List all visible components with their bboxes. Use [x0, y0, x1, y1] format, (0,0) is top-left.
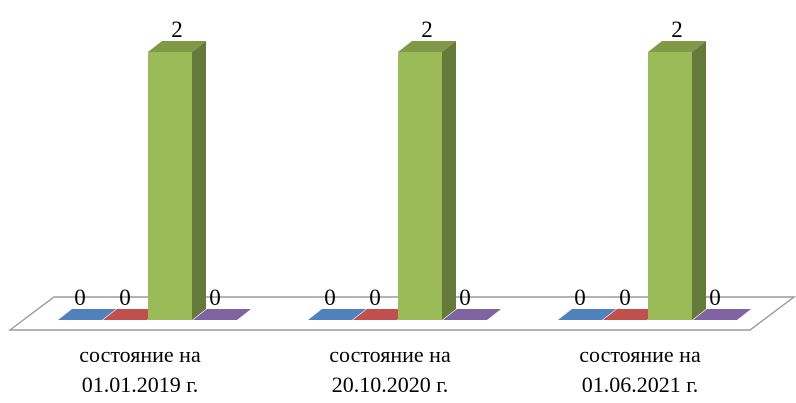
bar [308, 309, 366, 320]
bar-front [398, 52, 442, 320]
data-label: 0 [369, 285, 381, 310]
data-label: 2 [671, 17, 683, 42]
bar-front [148, 52, 192, 320]
bar-flat [558, 309, 616, 320]
bar [603, 309, 661, 320]
bar [648, 41, 706, 320]
bar [193, 309, 251, 320]
category-label-line: 01.06.2021 г. [582, 372, 699, 397]
category-labels-layer: состояние на 01.01.2019 г. состояние на 20.… [79, 342, 701, 397]
bar-flat [603, 309, 661, 320]
data-label: 0 [459, 285, 471, 310]
bar [148, 41, 206, 320]
bar-flat [193, 309, 251, 320]
data-label: 0 [119, 285, 131, 310]
category-label-line: 20.10.2020 г. [332, 372, 449, 397]
bar-side [692, 41, 706, 320]
bar [558, 309, 616, 320]
data-label: 2 [421, 17, 433, 42]
category-label-line: состояние на [329, 342, 451, 367]
bar-side [442, 41, 456, 320]
bar [353, 309, 411, 320]
data-label: 2 [171, 17, 183, 42]
bar-top [148, 41, 206, 52]
bar-top [648, 41, 706, 52]
bar [398, 41, 456, 320]
bar [443, 309, 501, 320]
data-label: 0 [574, 285, 586, 310]
bar-flat [353, 309, 411, 320]
data-label: 0 [324, 285, 336, 310]
data-labels-layer: 0 0 2 0 0 0 2 0 0 0 2 0 [74, 17, 721, 310]
bar [103, 309, 161, 320]
bar-flat [103, 309, 161, 320]
bar-front [648, 52, 692, 320]
bar-flat [693, 309, 751, 320]
bar-flat [308, 309, 366, 320]
bar [58, 309, 116, 320]
bar-flat [58, 309, 116, 320]
category-label-line: состояние на [579, 342, 701, 367]
bar [693, 309, 751, 320]
category-label-line: 01.01.2019 г. [82, 372, 199, 397]
category-label-line: состояние на [79, 342, 201, 367]
bars-layer [58, 41, 751, 320]
data-label: 0 [709, 285, 721, 310]
data-label: 0 [74, 285, 86, 310]
bar-side [192, 41, 206, 320]
data-label: 0 [209, 285, 221, 310]
bar-flat [443, 309, 501, 320]
data-label: 0 [619, 285, 631, 310]
bar-top [398, 41, 456, 52]
